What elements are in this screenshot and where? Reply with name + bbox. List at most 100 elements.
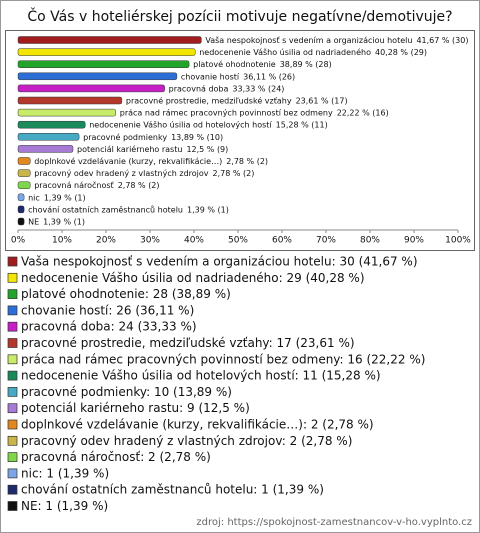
bar-label: chovanie hostí 36,11 % (26) [181,72,295,81]
bar-value-label: 1,39 % (1) [44,193,86,202]
bar-category: pracovná doba [169,84,229,93]
bar [17,84,165,93]
bar-category: pracovný odev hradený z vlastných zdrojo… [34,169,209,178]
bar [17,72,178,81]
legend-swatch [7,452,18,462]
bar-category: práca nad rámec pracovných povinností be… [120,108,333,117]
bar-label: nic 1,39 % (1) [28,193,86,202]
bar [17,193,25,202]
bar [17,169,31,177]
bar [17,96,123,105]
legend-swatch [7,370,18,381]
bar-label: NE 1,39 % (1) [28,217,85,226]
legend-swatch [7,272,18,283]
x-tick-label: 40% [184,236,204,246]
legend-swatch [7,338,18,348]
bar [17,108,117,117]
bar-label: pracovné prostredie, medziľudské vzťahy 2… [126,95,348,105]
x-tick-label: 50% [228,236,248,246]
bar-category: nic [28,193,40,202]
bar-category: potenciál kariérneho rastu [77,143,182,153]
legend-swatch [7,387,18,397]
bar-label: platové ohodnotenie 38,89 % (28) [193,59,332,69]
legend-label: potenciál kariérneho rastu: 9 (12,5 %) [21,401,250,415]
legend-swatch [7,501,18,511]
bar-value-label: 2,78 % (2) [118,181,160,190]
legend-label: chování ostatních zaměstnanců hotelu: 1 … [21,483,324,497]
legend-label: chovanie hostí: 26 (36,11 %) [21,303,194,317]
bar-category: pracovné prostredie, medziľudské vzťahy [126,95,292,105]
bar [17,205,25,214]
bar-label: pracovná doba 33,33 % (24) [169,84,285,93]
bar-value-label: 15,28 % (11) [276,120,328,129]
bar-category: platové ohodnotenie [193,59,276,69]
bar-category: doplnkové vzdelávanie (kurzy, rekvalifik… [34,156,222,166]
bar-value-label: 33,33 % (24) [232,84,284,93]
legend-label: práca nad rámec pracovných povinností be… [21,352,425,366]
legend-label: Vaša nespokojnosť s vedením a organizáci… [21,255,418,269]
legend-swatch [7,354,18,365]
bar [17,133,80,141]
bar [17,157,31,165]
legend-swatch [7,419,18,430]
bar-label: doplnkové vzdelávanie (kurzy, rekvalifik… [34,156,268,166]
bar-label: Vaša nespokojnosť s vedením a organizáci… [205,35,468,45]
bar-value-label: 23,61 % (17) [296,96,348,105]
bar-label: pracovná náročnosť 2,78 % (2) [34,180,159,190]
x-tick-label: 60% [272,236,292,246]
bar-label: pracovné podmienky 13,89 % (10) [83,131,223,141]
bar [17,145,74,153]
bar-category: nedocenenie Vášho úsilia od nadriadeného [199,47,371,57]
source: zdroj: https://spokojnost-zamestnancov-v… [196,517,472,528]
x-tick-label: 70% [316,236,336,246]
legend-label: NE: 1 (1,39 %) [21,499,108,513]
legend-swatch [7,403,18,414]
legend-label: pracovná doba: 24 (33,33 %) [21,320,197,334]
bar-value-label: 22,22 % (16) [337,108,389,117]
bar-value-label: 13,89 % (10) [171,132,223,141]
legend-label: pracovný odev hradený z vlastných zdrojo… [21,434,352,448]
bar-category: NE [28,217,39,226]
bar-category: chování ostatních zaměstnanců hotelu [28,204,183,214]
bar-label: nedocenenie Vášho úsilia od nadriadeného… [199,47,427,57]
legend-label: pracovné podmienky: 10 (13,89 %) [21,385,232,399]
bar-value-label: 1,39 % (1) [43,217,85,226]
legend-swatch [7,484,18,495]
legend-swatch [7,435,18,446]
legend-label: nic: 1 (1,39 %) [21,466,109,480]
legend-swatch [7,321,18,332]
bar-value-label: 1,39 % (1) [187,205,229,214]
bar-value-label: 38,89 % (28) [280,60,332,69]
bar-label: práca nad rámec pracovných povinností be… [120,108,389,117]
x-tick-label: 100% [445,236,471,246]
legend-label: platové ohodnotenie: 28 (38,89 %) [21,287,231,301]
bar [17,36,202,44]
x-tick-label: 10% [52,236,72,246]
x-tick-label: 30% [140,236,160,246]
x-tick-label: 0% [11,236,26,246]
bar [17,60,190,68]
bar-category: pracovná náročnosť [34,180,113,190]
bar [17,217,25,226]
chart-title: Čo Vás v hoteliérskej pozícii motivuje n… [27,7,452,25]
bar-value-label: 12,5 % (9) [186,144,228,153]
bar-value-label: 2,78 % (2) [226,157,268,166]
bar-value-label: 2,78 % (2) [213,169,255,178]
bar-value-label: 40,28 % (29) [375,48,427,57]
legend-label: pracovné prostredie, medziľudské vzťahy:… [21,336,355,350]
x-tick-label: 90% [404,236,424,246]
x-tick-label: 80% [360,236,380,246]
bar-value-label: 41,67 % (30) [416,36,468,45]
bar-label: chování ostatních zaměstnanců hotelu 1,39… [28,204,229,214]
bar-category: nedocenenie Vášho úsilia od hotelových h… [89,119,272,129]
legend-label: doplnkové vzdelávanie (kurzy, rekvalifik… [21,418,374,432]
legend-label: pracovná náročnosť: 2 (2,78 %) [21,450,211,464]
legend-label: nedocenenie Vášho úsilia od nadriadeného… [21,271,365,285]
bar-category: pracovné podmienky [83,131,167,141]
legend-label: nedocenenie Vášho úsilia od hotelových h… [21,369,381,383]
bar-label: pracovný odev hradený z vlastných zdrojo… [34,169,254,178]
legend-swatch [7,256,18,267]
bar-category: Vaša nespokojnosť s vedením a organizáci… [205,35,412,45]
legend-swatch [7,468,18,479]
